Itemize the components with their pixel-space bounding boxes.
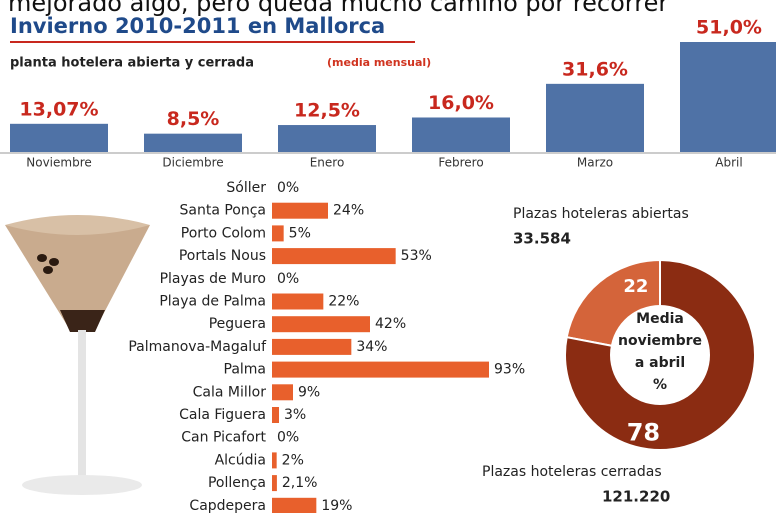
x-tick-label: Diciembre <box>162 156 223 170</box>
x-tick-label: Enero <box>310 156 345 170</box>
x-tick-label: Febrero <box>438 156 483 170</box>
category-label: Sóller <box>226 180 266 196</box>
value-label: 8,5% <box>167 108 220 130</box>
category-label: Cala Millor <box>193 384 267 400</box>
category-label: Portals Nous <box>179 248 266 264</box>
month-bar <box>278 125 376 152</box>
month-bar <box>144 133 242 152</box>
category-label: Cala Figuera <box>179 407 266 423</box>
category-label: Santa Ponça <box>179 203 266 219</box>
value-label: 5% <box>289 225 311 241</box>
value-label: 12,5% <box>294 100 360 122</box>
category-label: Pollença <box>208 475 266 491</box>
legend-count: 33.584 <box>513 230 571 248</box>
category-label: Playas de Muro <box>160 271 266 287</box>
bar <box>272 225 284 242</box>
legend-count: 121.220 <box>602 488 670 506</box>
value-label: 22% <box>328 294 359 310</box>
category-label: Alcúdia <box>215 452 266 468</box>
month-bar <box>546 83 644 152</box>
value-label: 9% <box>298 384 320 400</box>
value-label: 0% <box>277 180 299 196</box>
bar <box>272 202 328 219</box>
value-label: 13,07% <box>19 98 98 120</box>
value-label: 42% <box>375 316 406 332</box>
bar <box>272 475 277 492</box>
value-label: 34% <box>356 339 387 355</box>
bar <box>272 361 489 378</box>
center-label: noviembre <box>618 333 702 349</box>
x-tick-label: Abril <box>715 156 742 170</box>
value-label: 3% <box>284 407 306 423</box>
value-label: 0% <box>277 271 299 287</box>
category-label: Palmanova-Magaluf <box>128 339 267 355</box>
donut-segment <box>564 258 756 451</box>
month-bar <box>412 117 510 152</box>
segment-label: 78 <box>627 418 660 446</box>
bar <box>272 248 396 265</box>
cocktail-glass <box>5 215 150 495</box>
bar <box>272 338 352 355</box>
bar <box>272 497 317 513</box>
value-label: 2,1% <box>282 475 318 491</box>
legend-label: Plazas hoteleras cerradas <box>482 464 662 480</box>
category-label: Palma <box>224 362 267 378</box>
bar <box>272 452 277 469</box>
center-label: a abril <box>635 355 685 371</box>
bar <box>272 293 324 310</box>
category-label: Peguera <box>209 316 266 332</box>
value-label: 53% <box>401 248 432 264</box>
bar <box>272 407 279 423</box>
value-label: 51,0% <box>696 17 762 39</box>
donut-hole <box>610 305 710 405</box>
x-tick-label: Marzo <box>577 156 613 170</box>
value-label: 31,6% <box>562 58 628 80</box>
subtitle: planta hotelera abierta y cerrada <box>10 56 254 71</box>
value-label: 2% <box>282 452 304 468</box>
category-label: Porto Colom <box>181 225 266 241</box>
chart-title: Invierno 2010-2011 en Mallorca <box>10 14 385 38</box>
center-label: Media <box>636 311 684 327</box>
category-label: Playa de Palma <box>159 294 266 310</box>
month-bar <box>10 123 108 152</box>
value-label: 24% <box>333 203 364 219</box>
category-label: Can Picafort <box>181 430 266 446</box>
legend-label: Plazas hoteleras abiertas <box>513 206 689 222</box>
bar <box>272 316 370 333</box>
value-label: 16,0% <box>428 92 494 114</box>
value-label: 93% <box>494 362 525 378</box>
value-label: 19% <box>321 498 352 513</box>
month-bar <box>680 42 776 152</box>
bar <box>272 384 293 401</box>
subtitle-note: (media mensual) <box>327 56 431 69</box>
segment-label: 22 <box>623 276 648 297</box>
value-label: 0% <box>277 430 299 446</box>
center-label: % <box>653 377 667 393</box>
x-tick-label: Noviembre <box>26 156 92 170</box>
category-label: Capdepera <box>189 498 266 513</box>
headline-fragment: mejorado algo, pero queda mucho camino p… <box>8 0 668 17</box>
